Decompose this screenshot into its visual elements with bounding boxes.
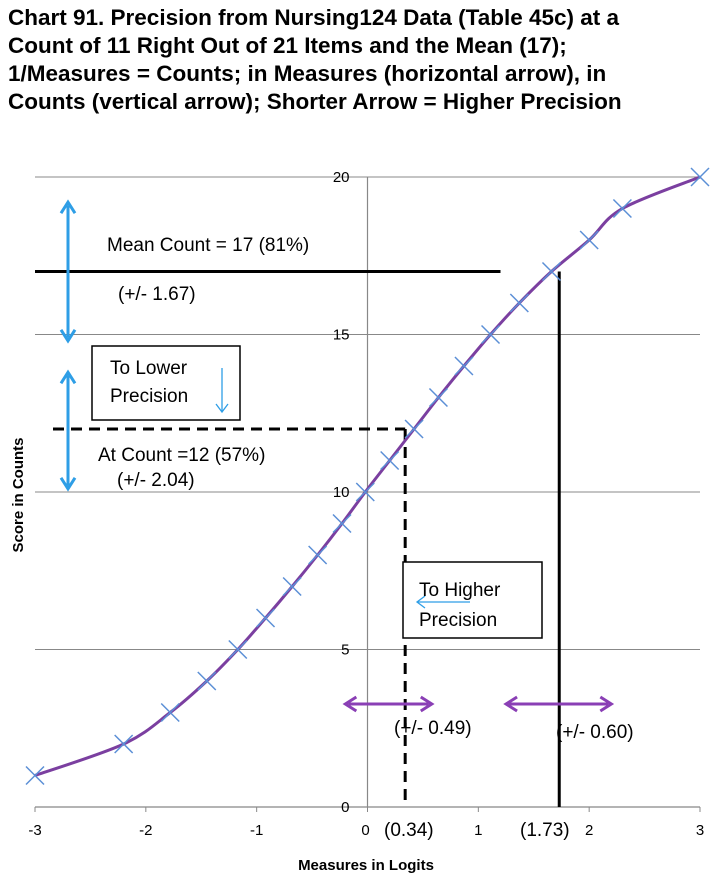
measure-se-right-label: (+/- 0.60)	[556, 722, 634, 743]
measure-se-left-label: (+/- 0.49)	[394, 718, 472, 739]
data-point-15	[480, 324, 501, 345]
data-point-2	[114, 734, 134, 754]
arrows	[59, 199, 615, 713]
data-point-7	[282, 576, 302, 597]
data-point-18	[579, 230, 599, 250]
x-value-right-label: (1.73)	[520, 820, 570, 841]
y-tick-label-5: 5	[341, 642, 349, 659]
vertical-arrow-at-count	[59, 369, 77, 492]
data-point-13	[428, 387, 448, 408]
title-line-1: Chart 91. Precision from Nursing124 Data…	[8, 5, 620, 30]
data-point-17	[541, 261, 562, 282]
x-tick-label--2: -2	[139, 822, 152, 839]
to-higher-line2: Precision	[419, 610, 497, 631]
y-tick-label-20: 20	[333, 169, 350, 186]
data-point-4	[197, 671, 217, 691]
x-axis-label: Measures in Logits	[298, 857, 434, 874]
data-point-5	[228, 639, 248, 660]
horizontal-arrow-left	[342, 695, 435, 713]
x-tick-label-1: 1	[474, 822, 482, 839]
data-point-11	[380, 450, 400, 471]
data-point-14	[454, 356, 474, 376]
annotations: Mean Count = 17 (81%) (+/- 1.67) To Lowe…	[10, 235, 634, 874]
annotation-boxes	[91, 345, 543, 639]
horizontal-arrow-right	[503, 695, 615, 713]
data-point-16	[509, 293, 529, 313]
mean-count-se-label: (+/- 1.67)	[118, 284, 196, 305]
tick-labels: -3 -2 -1 0 1 2 3 0 5 10 15 20	[28, 169, 704, 839]
x-tick-label--3: -3	[28, 822, 41, 839]
to-higher-box	[402, 561, 543, 639]
y-axis-label: Score in Counts	[10, 437, 27, 552]
y-tick-label-0: 0	[341, 799, 349, 816]
to-higher-line1: To Higher	[419, 580, 501, 601]
axes	[34, 176, 701, 812]
data-point-19	[612, 198, 632, 219]
data-point-3	[160, 702, 180, 723]
data-point-20	[690, 167, 710, 187]
data-point-6	[256, 608, 276, 628]
vertical-arrow-mean	[59, 199, 77, 344]
left-arrow-to-higher	[415, 595, 470, 609]
at-count-se-label: (+/- 2.04)	[117, 470, 195, 491]
data-point-12	[404, 419, 424, 439]
data-point-10	[355, 482, 375, 502]
data-point-9	[332, 513, 352, 534]
x-tick-label--1: -1	[250, 822, 263, 839]
mean-count-label: Mean Count = 17 (81%)	[107, 235, 309, 256]
chart-title: Chart 91. Precision from Nursing124 Data…	[8, 4, 708, 116]
to-lower-line1: To Lower	[110, 358, 188, 379]
y-tick-label-15: 15	[333, 327, 350, 344]
x-tick-label-2: 2	[585, 822, 593, 839]
y-tick-label-10: 10	[333, 484, 350, 501]
x-tick-label-0: 0	[361, 822, 369, 839]
data-point-8	[308, 545, 328, 565]
x-tick-label-3: 3	[696, 822, 704, 839]
to-lower-box	[91, 345, 241, 421]
title-line-4: Counts (vertical arrow); Shorter Arrow =…	[8, 89, 622, 114]
data-point-1	[25, 765, 45, 786]
title-line-3: 1/Measures = Counts; in Measures (horizo…	[8, 61, 607, 86]
curve-series	[25, 167, 710, 786]
title-line-2: Count of 11 Right Out of 21 Items and th…	[8, 33, 567, 58]
x-value-left-label: (0.34)	[384, 820, 434, 841]
down-arrow-to-lower	[215, 368, 229, 414]
to-lower-line2: Precision	[110, 386, 188, 407]
at-count-label: At Count =12 (57%)	[98, 445, 265, 466]
